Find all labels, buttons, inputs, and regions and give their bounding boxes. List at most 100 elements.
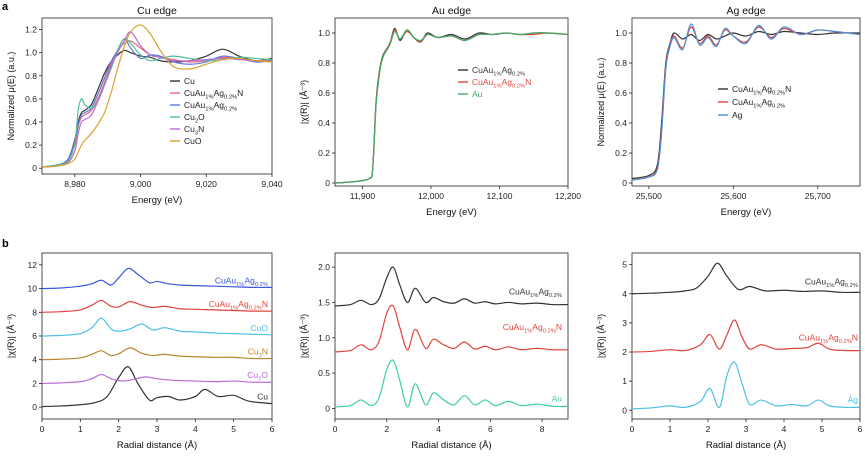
y-tick-label: 0.5 — [318, 368, 330, 378]
series-label: Cu2O — [247, 370, 268, 383]
chart-title: Ag edge — [726, 5, 765, 17]
x-tick-label: 0 — [630, 424, 635, 434]
series-group — [335, 266, 568, 408]
series-line — [42, 347, 272, 361]
x-tick-label: 25,700 — [805, 191, 831, 201]
plot-frame — [41, 252, 273, 420]
x-tick-label: 4 — [782, 424, 787, 434]
y-tick-label: 0.2 — [25, 140, 37, 150]
y-tick-label: 0 — [32, 163, 37, 173]
legend-label: Cu — [184, 76, 195, 86]
chart-au-exafs: 0 2 4 6 8 0 0.5 1.0 1.5 2.0 Radial distance (Å) |χ(… — [299, 252, 569, 451]
x-tick-label: 2 — [706, 424, 711, 434]
legend-label: Cu3N — [184, 124, 204, 137]
y-tick-label: 4 — [622, 289, 627, 299]
x-tick-label: 0 — [40, 424, 45, 434]
y-tick-label: 8 — [32, 307, 37, 317]
y-tick-label: 6 — [32, 331, 37, 341]
x-tick-label: 5 — [820, 424, 825, 434]
y-tick-label: 0 — [622, 405, 627, 415]
legend-label: Ag — [732, 110, 743, 120]
y-tick-label: 0.4 — [318, 118, 330, 128]
legend-label: CuAu1%Ag0.2% — [184, 100, 237, 113]
x-tick-label: 2 — [116, 424, 121, 434]
series-line — [42, 366, 272, 408]
series-line — [42, 37, 272, 168]
series-line — [632, 319, 860, 353]
y-tick-label: 0.4 — [615, 118, 627, 128]
y-tick-label: 0.8 — [318, 58, 330, 68]
series-line — [42, 48, 272, 168]
y-tick-label: 0 — [32, 402, 37, 412]
series-line — [632, 23, 860, 181]
y-tick-label: 1.0 — [318, 28, 330, 38]
x-axis-label: Energy (eV) — [426, 207, 477, 218]
y-tick-label: 0 — [325, 178, 330, 188]
series-line — [42, 317, 272, 337]
y-tick-label: 5 — [622, 260, 627, 270]
x-axis-label: Radial distance (Å) — [117, 440, 197, 451]
legend-label: CuAu1%Ag0.2% — [732, 97, 785, 110]
chart-title: Au edge — [432, 5, 471, 17]
series-label: CuAu1%Ag0.2%N — [799, 333, 858, 346]
x-tick-label: 25,500 — [636, 191, 662, 201]
series-label: CuAu1%Ag0.2% — [215, 275, 268, 288]
series-line — [335, 359, 568, 408]
y-tick-label: 2 — [622, 347, 627, 357]
x-axis-label: Energy (eV) — [132, 195, 183, 206]
x-tick-label: 4 — [193, 424, 198, 434]
x-tick-label: 6 — [270, 424, 275, 434]
series-line — [632, 262, 860, 295]
x-axis-label: Energy (eV) — [721, 207, 772, 218]
x-tick-label: 12,200 — [555, 191, 581, 201]
series-label: CuO — [251, 323, 269, 333]
y-axis-label: |χ(R)| (Å⁻³) — [299, 80, 309, 124]
y-tick-label: 1.0 — [615, 28, 627, 38]
y-tick-label: 10 — [28, 284, 38, 294]
series-group — [632, 23, 860, 181]
y-tick-label: 0 — [325, 403, 330, 413]
x-axis-label: Radial distance (Å) — [411, 440, 491, 451]
series-line — [42, 373, 272, 385]
series-label: Cu3N — [248, 347, 268, 360]
chart-ag-xanes: Ag edge 25,500 25,600 25,700 0 0.2 0.4 0.6 0.8 1.… — [596, 5, 861, 218]
x-tick-label: 1 — [668, 424, 673, 434]
series-line — [335, 27, 568, 184]
series-label: CuAu1%Ag0.2%N — [209, 299, 268, 312]
panel-letter-a: a — [2, 1, 9, 13]
legend-label: CuAu1%Ag0.2%N — [184, 88, 243, 101]
series-line — [632, 361, 860, 410]
legend-label: CuAu1%Ag0.2%N — [732, 84, 791, 97]
y-tick-label: 0.8 — [615, 58, 627, 68]
y-tick-label: 0.4 — [25, 117, 37, 127]
x-tick-label: 3 — [155, 424, 160, 434]
x-tick-label: 9,020 — [196, 179, 218, 189]
panel-letter-b: b — [2, 238, 9, 250]
series-label: Au — [552, 393, 563, 403]
y-tick-label: 2 — [32, 378, 37, 388]
y-tick-label: 0.8 — [25, 71, 37, 81]
series-line — [335, 304, 568, 353]
x-tick-label: 3 — [744, 424, 749, 434]
x-tick-label: 0 — [333, 424, 338, 434]
y-tick-label: 0.6 — [318, 88, 330, 98]
y-axis-label: |χ(R)| (Å⁻³) — [596, 314, 606, 358]
x-tick-label: 6 — [488, 424, 493, 434]
series-line — [42, 299, 272, 313]
legend-label: CuAu1%Ag0.2%N — [472, 77, 531, 90]
legend: CuAu1%Ag0.2%CuAu1%Ag0.2%NAu — [458, 65, 531, 99]
legend-label: Au — [472, 89, 483, 99]
x-tick-label: 9,000 — [130, 179, 152, 189]
chart-title: Cu edge — [137, 5, 177, 17]
series-label: Cu — [257, 392, 268, 402]
charts-group: Cu edge 8,980 9,000 9,020 9,040 0 0.2 0.4 0.6 0.8… — [6, 5, 863, 451]
y-axis-label: Normalized μ(E) (a.u.) — [596, 58, 606, 147]
y-tick-label: 1.5 — [318, 297, 330, 307]
y-tick-label: 0.2 — [615, 148, 627, 158]
x-tick-label: 12,100 — [486, 191, 512, 201]
series-label: CuAu1%Ag0.2%N — [503, 322, 562, 335]
x-tick-label: 12,000 — [418, 191, 444, 201]
